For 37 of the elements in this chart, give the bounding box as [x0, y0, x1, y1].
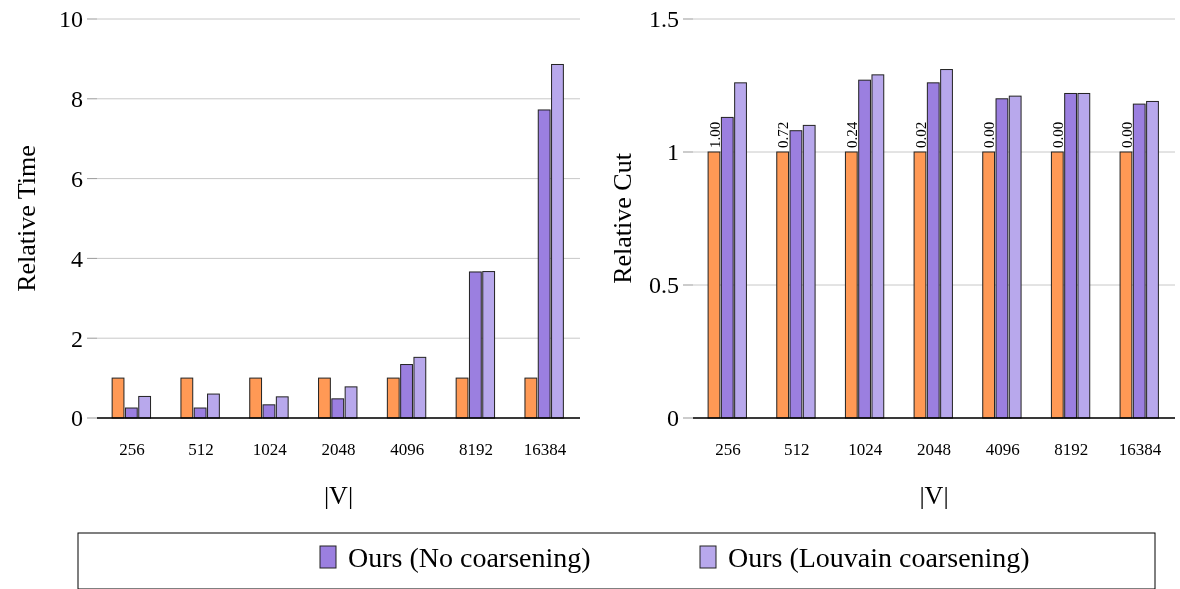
x-tick-label: 512 — [783, 440, 810, 459]
y-tick-label: 1.5 — [649, 6, 679, 33]
x-tick-label: 1024 — [252, 440, 288, 459]
y-tick-label: 4 — [71, 245, 83, 272]
y-tick-label: 1 — [667, 139, 679, 166]
x-tick-label: 4096 — [985, 440, 1020, 459]
annotation: 0.02 — [912, 121, 929, 148]
annotation: 0.00 — [1050, 121, 1067, 148]
annotation: 0.24 — [844, 121, 861, 148]
y-tick-label: 10 — [59, 6, 83, 33]
x-tick-label: 1024 — [848, 440, 883, 459]
x-tick-label: 512 — [188, 440, 214, 459]
y-tick-label: 0.5 — [649, 272, 679, 299]
x-tick-label: 2048 — [321, 440, 356, 459]
annotation: 0.00 — [981, 121, 998, 148]
y-tick-label: 2 — [71, 325, 83, 352]
y-tick-label: 0 — [667, 405, 679, 432]
x-axis-title: |V| — [919, 481, 949, 510]
x-tick-label: 16384 — [1118, 440, 1162, 459]
annotation: 0.72 — [775, 121, 792, 148]
y-tick-label: 6 — [71, 166, 83, 192]
x-tick-label: 4096 — [390, 440, 425, 459]
legend-label: Ours (Louvain coarsening) — [728, 542, 1030, 573]
x-tick-label: 2048 — [917, 440, 951, 459]
x-tick-label: 256 — [715, 440, 741, 459]
y-axis-title: Relative Cut — [608, 152, 637, 284]
annotation: 1.00 — [706, 121, 723, 148]
y-tick-label: 8 — [71, 86, 83, 113]
y-tick-label: 0 — [71, 405, 83, 432]
x-tick-label: 16384 — [523, 440, 567, 459]
x-tick-label: 256 — [119, 440, 145, 459]
x-tick-label: 8192 — [459, 440, 494, 459]
y-axis-title: Relative Time — [12, 145, 41, 292]
x-tick-label: 8192 — [1054, 440, 1089, 459]
legend-label: Ours (No coarsening) — [348, 542, 591, 573]
annotation: 0.00 — [1118, 121, 1135, 148]
x-axis-title: |V| — [323, 481, 354, 510]
